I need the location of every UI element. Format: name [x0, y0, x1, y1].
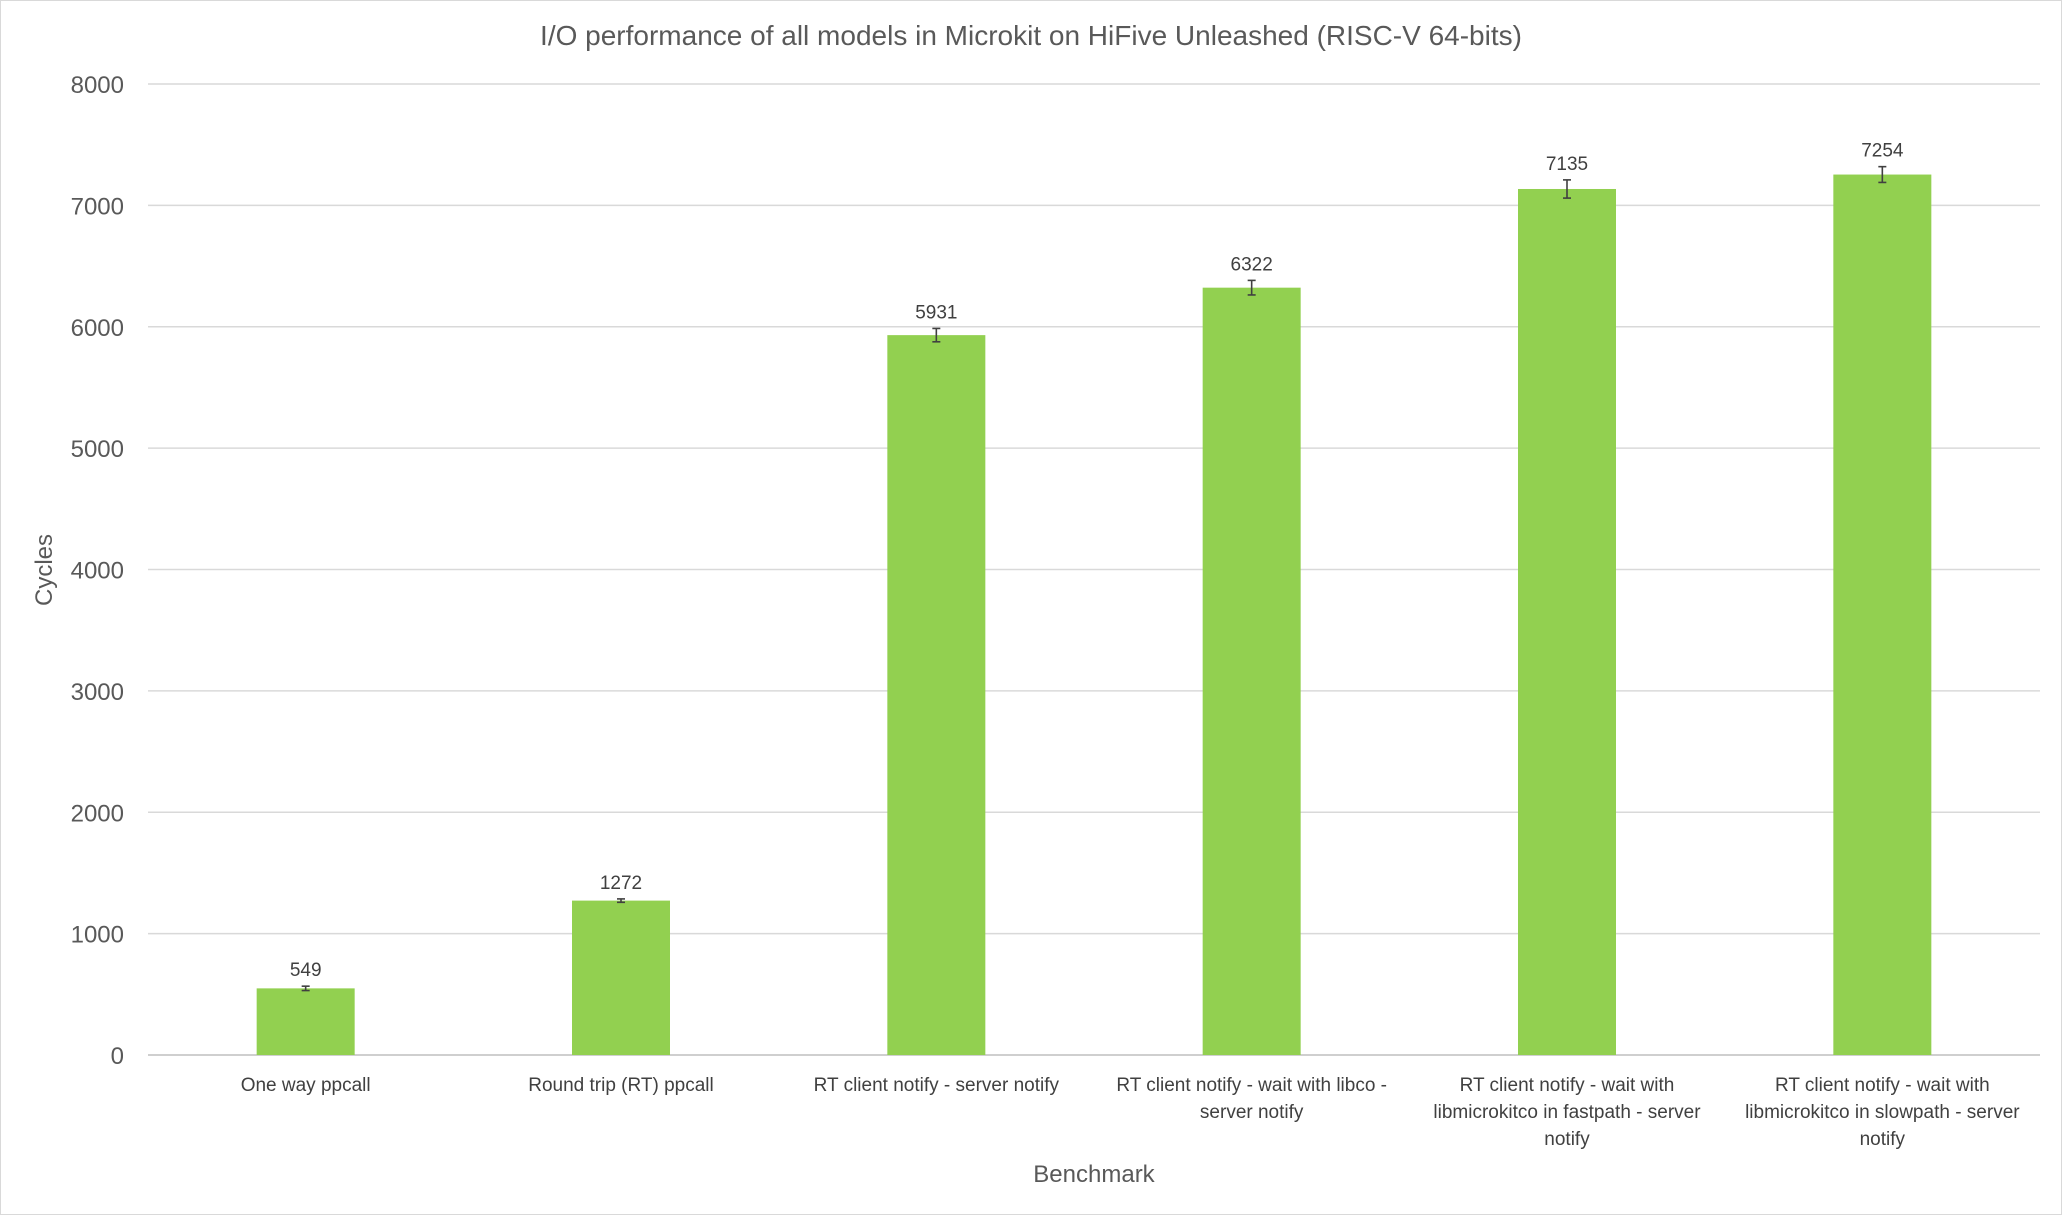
- bar: [1518, 188, 1616, 1055]
- data-label: 7254: [1861, 141, 1904, 162]
- x-tick-label: RT client notify - wait with libmicrokitc…: [1745, 1075, 2020, 1150]
- x-tick-label-line: One way ppcall: [241, 1075, 371, 1096]
- data-label: 5931: [915, 302, 957, 323]
- y-tick-label: 7000: [71, 193, 124, 220]
- error-bar: [1247, 279, 1256, 296]
- x-axis-tick-labels: One way ppcall Round trip (RT) ppcall RT c…: [241, 1075, 2021, 1150]
- y-tick-label: 3000: [71, 679, 124, 706]
- y-tick-label: 8000: [71, 72, 124, 99]
- x-tick-label: RT client notify - wait with libmicrokitc…: [1433, 1075, 1701, 1150]
- x-tick-label: RT client notify - wait with libco - serv…: [1116, 1075, 1387, 1123]
- x-tick-label-line: notify: [1544, 1129, 1590, 1150]
- error-bar: [1878, 165, 1887, 184]
- x-tick-label-line: RT client notify - wait with libco -: [1116, 1075, 1387, 1096]
- data-label: 549: [290, 960, 322, 981]
- error-bar: [932, 327, 941, 343]
- x-tick-label-line: libmicrokitco in fastpath - server: [1433, 1102, 1701, 1123]
- bar: [1202, 287, 1301, 1055]
- y-tick-label: 5000: [71, 436, 124, 463]
- y-axis-tick-labels: 0 1000 2000 3000 4000 5000 6000 7000 8000: [71, 72, 124, 1070]
- x-tick-label-line: Round trip (RT) ppcall: [528, 1075, 714, 1096]
- x-tick-label: RT client notify - server notify: [814, 1075, 1060, 1096]
- y-tick-label: 1000: [71, 922, 124, 949]
- y-tick-label: 0: [111, 1043, 124, 1070]
- data-label: 7135: [1546, 154, 1588, 175]
- x-tick-label-line: RT client notify - wait with: [1460, 1075, 1675, 1096]
- bar: [256, 988, 355, 1055]
- bar: [1833, 174, 1932, 1055]
- error-bar: [1563, 179, 1571, 199]
- x-tick-label-line: libmicrokitco in slowpath - server: [1745, 1102, 2020, 1123]
- gridlines: [148, 83, 2040, 1056]
- y-axis-title: Cycles: [31, 534, 58, 606]
- bars: 549 1272 5931 6322 7135 7254: [256, 141, 1932, 1055]
- y-tick-label: 6000: [71, 315, 124, 342]
- bar: [572, 900, 670, 1055]
- y-tick-label: 2000: [71, 800, 124, 827]
- error-bar: [617, 898, 625, 904]
- data-label: 1272: [600, 873, 642, 894]
- x-axis-title: Benchmark: [1033, 1161, 1155, 1188]
- x-tick-label-line: RT client notify - wait with: [1775, 1075, 1990, 1096]
- bar: [887, 335, 986, 1055]
- x-tick-label-line: RT client notify - server notify: [814, 1075, 1060, 1096]
- y-tick-label: 4000: [71, 558, 124, 585]
- error-bar: [301, 985, 310, 992]
- x-tick-label-line: notify: [1860, 1129, 1906, 1150]
- x-tick-label: Round trip (RT) ppcall: [528, 1075, 714, 1096]
- x-tick-label: One way ppcall: [241, 1075, 371, 1096]
- data-label: 6322: [1231, 254, 1273, 275]
- chart-title: I/O performance of all models in Microki…: [540, 20, 1522, 51]
- x-tick-label-line: server notify: [1200, 1102, 1304, 1123]
